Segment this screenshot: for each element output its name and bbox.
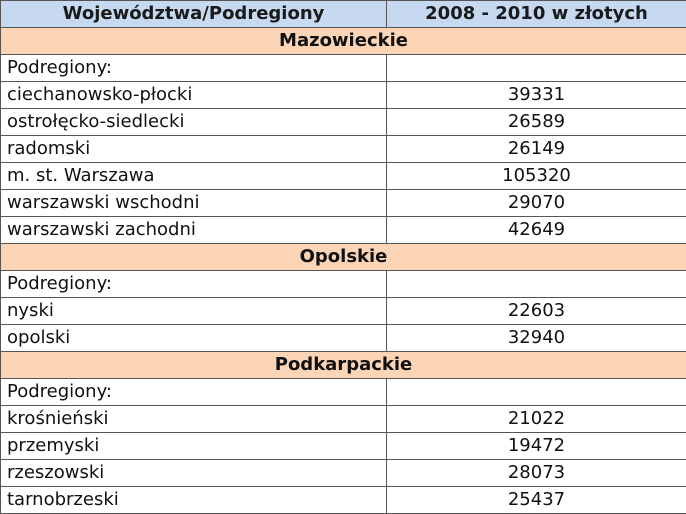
row-label: nyski	[0, 297, 387, 325]
table-row: rzeszowski 28073	[0, 459, 686, 487]
table-row: warszawski zachodni 42649	[0, 216, 686, 244]
region-name: Opolskie	[0, 243, 686, 271]
row-label: ostrołęcko-siedlecki	[0, 108, 387, 136]
row-label: warszawski wschodni	[0, 189, 387, 217]
table-row: krośnieński 21022	[0, 405, 686, 433]
row-label: krośnieński	[0, 405, 387, 433]
table-row: nyski 22603	[0, 297, 686, 325]
row-value: 105320	[386, 162, 686, 190]
row-value: 26149	[386, 135, 686, 163]
row-label: ciechanowsko-płocki	[0, 81, 387, 109]
row-value: 25437	[386, 486, 686, 514]
header-region: Województwa/Podregiony	[0, 0, 387, 28]
row-label: Podregiony:	[0, 378, 387, 406]
table-row: Podregiony:	[0, 54, 686, 82]
row-value: 29070	[386, 189, 686, 217]
row-value: 42649	[386, 216, 686, 244]
header-row: Województwa/Podregiony 2008 - 2010 w zło…	[0, 0, 686, 28]
row-label: tarnobrzeski	[0, 486, 387, 514]
row-value: 39331	[386, 81, 686, 109]
region-row: Podkarpackie	[0, 351, 686, 379]
region-name: Mazowieckie	[0, 27, 686, 55]
row-label: przemyski	[0, 432, 387, 460]
region-row: Opolskie	[0, 243, 686, 271]
row-label: radomski	[0, 135, 387, 163]
row-value: 26589	[386, 108, 686, 136]
row-value: 21022	[386, 405, 686, 433]
table-row: ostrołęcko-siedlecki 26589	[0, 108, 686, 136]
row-value: 22603	[386, 297, 686, 325]
row-value: 28073	[386, 459, 686, 487]
table-row: radomski 26149	[0, 135, 686, 163]
row-label: Podregiony:	[0, 270, 387, 298]
row-label: m. st. Warszawa	[0, 162, 387, 190]
table-row: tarnobrzeski 25437	[0, 486, 686, 514]
row-label: rzeszowski	[0, 459, 387, 487]
table-row: Podregiony:	[0, 270, 686, 298]
row-label: warszawski zachodni	[0, 216, 387, 244]
header-amount: 2008 - 2010 w złotych	[386, 0, 686, 28]
table-row: Podregiony:	[0, 378, 686, 406]
region-name: Podkarpackie	[0, 351, 686, 379]
region-row: Mazowieckie	[0, 27, 686, 55]
row-label: opolski	[0, 324, 387, 352]
row-value	[386, 270, 686, 298]
row-value	[386, 378, 686, 406]
row-value: 19472	[386, 432, 686, 460]
row-value	[386, 54, 686, 82]
row-label: Podregiony:	[0, 54, 387, 82]
table-row: opolski 32940	[0, 324, 686, 352]
row-value: 32940	[386, 324, 686, 352]
table-row: ciechanowsko-płocki 39331	[0, 81, 686, 109]
table-row: warszawski wschodni 29070	[0, 189, 686, 217]
table-row: m. st. Warszawa 105320	[0, 162, 686, 190]
table-row: przemyski 19472	[0, 432, 686, 460]
